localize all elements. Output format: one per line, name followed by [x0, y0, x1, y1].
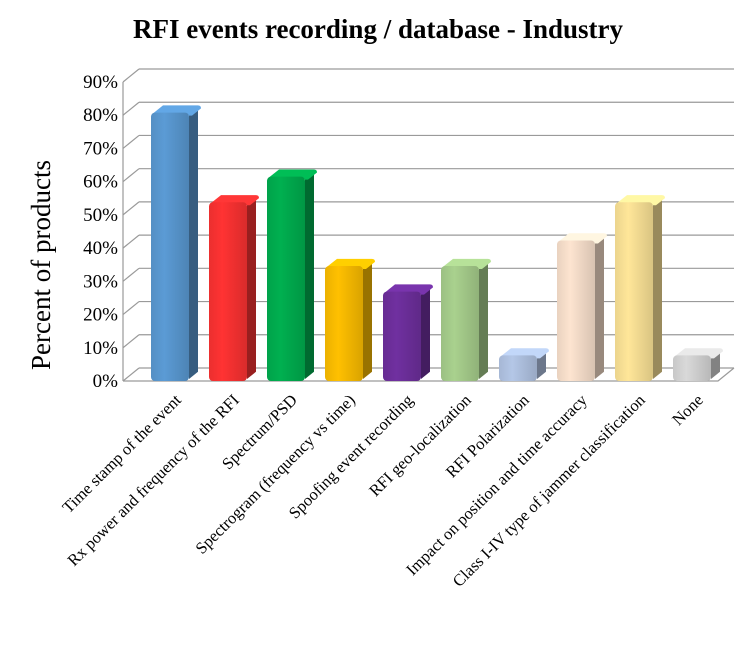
y-tick-label: 60% — [83, 172, 118, 193]
y-tick-label: 80% — [83, 105, 118, 126]
gridline-diagonal — [122, 367, 140, 382]
bar-side — [595, 236, 604, 379]
bar-front — [383, 291, 421, 381]
bar-front — [557, 240, 595, 381]
gridline-diagonal — [122, 234, 140, 249]
bar-side — [305, 172, 314, 379]
gridline-diagonal — [122, 301, 140, 316]
bar-side — [189, 108, 198, 380]
bar-side — [363, 261, 372, 379]
gridline-diagonal — [122, 334, 140, 349]
y-tick-label: 30% — [83, 271, 118, 292]
gridline-diagonal — [122, 101, 140, 116]
bar — [383, 284, 433, 381]
bar-front — [267, 176, 305, 381]
y-tick-label: 10% — [83, 338, 118, 359]
bar-side — [653, 198, 662, 379]
bar — [267, 169, 317, 381]
bar — [673, 348, 723, 381]
bar — [441, 258, 491, 381]
chart-title: RFI events recording / database - Indust… — [133, 14, 624, 44]
bar-front — [673, 355, 711, 381]
gridline-diagonal — [122, 168, 140, 183]
bar-front — [615, 202, 653, 381]
floor-edge — [123, 367, 735, 382]
bar — [557, 233, 607, 381]
y-tick-label: 20% — [83, 305, 118, 326]
bar — [209, 195, 259, 381]
bars — [151, 105, 723, 381]
y-tick-label: 50% — [83, 205, 118, 226]
bar-side — [247, 198, 256, 379]
gridline-diagonal — [122, 68, 140, 83]
bar-front — [209, 202, 247, 381]
bar-front — [325, 266, 363, 381]
bar — [615, 195, 665, 381]
gridline-diagonal — [122, 134, 140, 149]
y-tick-label: 0% — [93, 371, 119, 392]
bar-side — [479, 261, 488, 379]
y-tick-label: 90% — [83, 72, 118, 93]
y-tick-labels: 0% 10% 20% 30% 40% 50% 60% 70% 80% 90% — [83, 72, 118, 392]
bar-front — [499, 355, 537, 381]
y-tick-label: 70% — [83, 138, 118, 159]
bar — [151, 105, 201, 381]
bar — [325, 258, 375, 381]
bar-front — [441, 266, 479, 381]
bar-side — [421, 287, 430, 379]
y-tick-label: 40% — [83, 238, 118, 259]
gridline-diagonal — [122, 201, 140, 216]
bar-front — [151, 112, 189, 381]
category-label: RFI geo-localization — [365, 390, 475, 500]
category-label: None — [668, 390, 707, 429]
gridline-diagonal — [122, 267, 140, 282]
y-axis-label: Percent of products — [26, 160, 56, 370]
bar — [499, 348, 549, 381]
